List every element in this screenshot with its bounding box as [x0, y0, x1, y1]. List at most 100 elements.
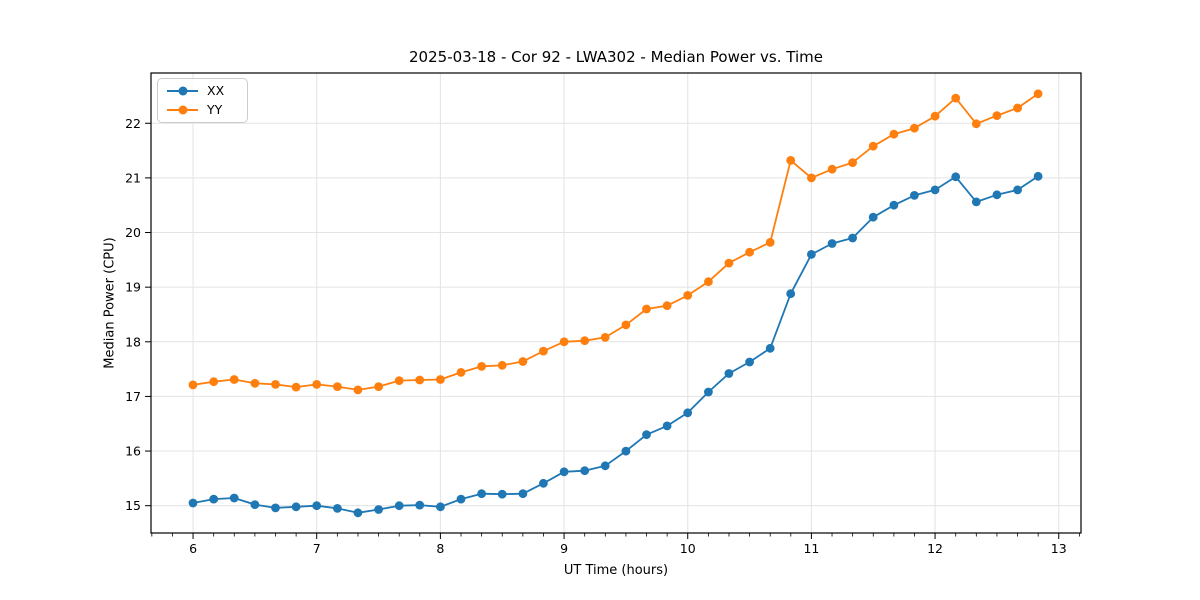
data-point-xx [600, 461, 610, 471]
data-point-yy [518, 357, 528, 366]
data-point-xx [910, 191, 919, 200]
legend-label-yy: YY [207, 101, 223, 117]
x-tick-label: 12 [927, 541, 943, 556]
data-point-yy [992, 111, 1002, 120]
data-point-xx [621, 446, 631, 456]
data-point-yy [827, 164, 837, 174]
data-point-yy [250, 378, 260, 388]
data-point-xx [765, 343, 775, 353]
data-point-xx [930, 185, 940, 195]
data-point-xx [353, 508, 363, 518]
data-point-xx [889, 200, 899, 210]
y-tick-label: 16 [125, 444, 141, 459]
data-point-yy [621, 320, 631, 330]
data-point-xx [497, 489, 507, 499]
y-tick-label: 19 [125, 280, 141, 295]
data-point-yy [930, 111, 940, 121]
data-point-xx [971, 197, 981, 207]
data-point-yy [456, 368, 466, 377]
y-tick-label: 15 [125, 498, 141, 513]
data-point-xx [539, 478, 548, 488]
x-tick-label: 13 [1051, 541, 1067, 556]
data-point-yy [229, 375, 239, 384]
data-point-xx [683, 408, 693, 418]
data-point-yy [807, 173, 816, 183]
data-point-yy [580, 336, 590, 346]
data-point-xx [868, 212, 878, 222]
data-point-yy [415, 375, 425, 385]
data-point-yy [539, 346, 548, 356]
chart-title: 2025-03-18 - Cor 92 - LWA302 - Median Po… [409, 48, 823, 66]
data-point-xx [724, 369, 734, 378]
axes-spines [150, 72, 1082, 534]
legend-label-xx: XX [207, 83, 225, 98]
data-point-yy [436, 375, 445, 384]
data-point-xx [642, 430, 651, 440]
series-line-yy [192, 93, 1039, 391]
data-point-xx [209, 494, 219, 504]
y-tick-label: 21 [125, 170, 141, 185]
data-point-xx [745, 357, 754, 367]
data-point-xx [1033, 171, 1043, 181]
series-line-xx [192, 175, 1039, 514]
data-point-yy [868, 141, 878, 151]
data-point-xx [394, 501, 404, 511]
data-point-yy [745, 247, 754, 257]
data-point-yy [724, 258, 734, 268]
data-point-yy [209, 377, 219, 387]
yy-line-marker-icon [167, 105, 198, 115]
data-point-xx [580, 466, 590, 476]
data-point-xx [807, 250, 816, 259]
data-point-xx [848, 233, 857, 243]
data-point-yy [910, 123, 919, 133]
data-point-yy [1033, 89, 1043, 99]
data-point-yy [765, 238, 775, 247]
data-point-yy [1013, 103, 1022, 113]
data-point-xx [992, 190, 1002, 200]
data-point-yy [683, 291, 693, 300]
data-point-xx [250, 500, 260, 509]
data-point-xx [436, 502, 445, 512]
data-point-yy [477, 362, 486, 371]
data-point-xx [229, 493, 239, 503]
x-axis-label: UT Time (hours) [563, 563, 669, 578]
data-point-yy [971, 119, 981, 129]
data-point-xx [477, 489, 486, 499]
x-tick-label: 11 [803, 541, 819, 556]
data-point-xx [704, 387, 713, 397]
data-point-xx [559, 467, 569, 477]
data-point-xx [333, 504, 342, 513]
legend-item-xx: XX [167, 83, 237, 98]
data-point-xx [827, 239, 837, 248]
data-point-yy [353, 385, 363, 395]
data-point-yy [291, 382, 301, 392]
data-point-yy [374, 382, 383, 391]
y-tick-label: 18 [125, 334, 141, 349]
xx-line-marker-icon [167, 86, 198, 96]
data-point-xx [312, 501, 322, 511]
data-point-yy [559, 337, 569, 347]
data-point-yy [394, 376, 404, 385]
data-point-xx [1013, 185, 1022, 195]
data-point-yy [600, 333, 610, 342]
x-tick-label: 9 [560, 541, 568, 556]
data-point-yy [642, 304, 651, 314]
data-point-yy [312, 380, 322, 389]
data-point-xx [951, 172, 961, 182]
legend-item-yy: YY [167, 101, 237, 117]
data-point-xx [271, 503, 280, 513]
data-point-yy [704, 277, 713, 287]
y-tick-label: 22 [125, 116, 141, 131]
data-point-xx [662, 421, 672, 431]
x-tick-label: 8 [436, 541, 444, 556]
data-point-xx [374, 505, 383, 514]
x-tick-label: 10 [680, 541, 696, 556]
data-point-xx [456, 494, 466, 504]
x-tick-label: 6 [189, 541, 197, 556]
data-point-yy [271, 380, 280, 389]
data-point-xx [415, 500, 425, 510]
data-point-yy [188, 380, 198, 390]
data-point-xx [291, 502, 301, 512]
